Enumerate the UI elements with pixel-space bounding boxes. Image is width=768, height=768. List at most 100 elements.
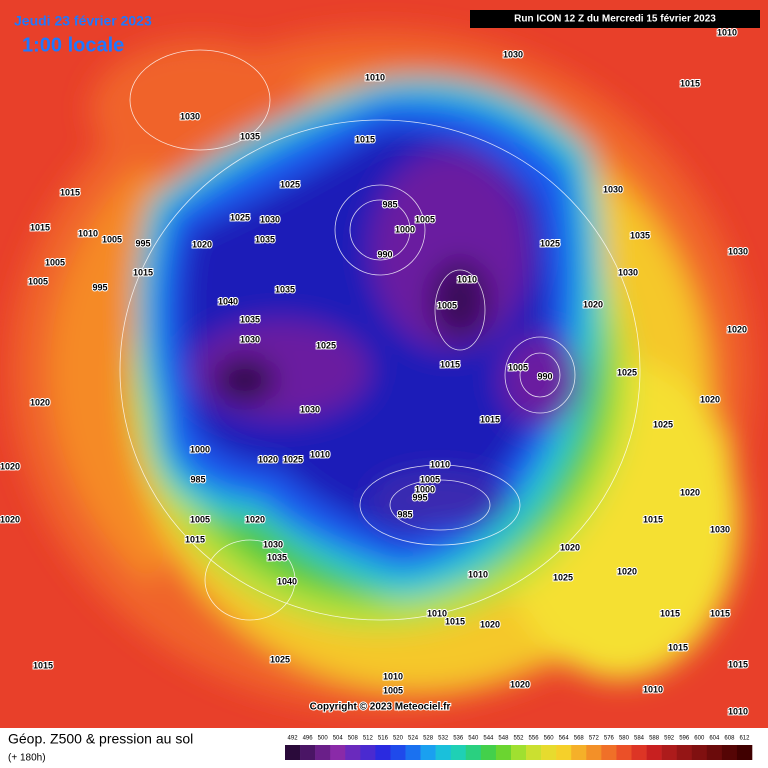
colorbar: 492 496 500 504 508 512 516 520 524 528 532 536 540 5… xyxy=(285,736,753,760)
isobar-label: 1035 xyxy=(240,314,260,324)
colorbar-label: 516 xyxy=(378,736,389,742)
isobar-label: 1030 xyxy=(180,111,200,121)
colorbar-label: 588 xyxy=(649,736,660,742)
isobar-label: 1015 xyxy=(643,514,663,524)
colorbar-swatch xyxy=(330,745,346,760)
colorbar-label: 600 xyxy=(694,736,705,742)
isobar-label: 1020 xyxy=(680,487,700,497)
colorbar-label: 520 xyxy=(393,736,404,742)
colorbar-label: 552 xyxy=(513,736,524,742)
forecast-date: Jeudi 23 février 2023 xyxy=(14,13,152,29)
colorbar-swatch xyxy=(601,745,617,760)
colorbar-label: 528 xyxy=(423,736,434,742)
colorbar-label: 496 xyxy=(303,736,314,742)
isobar-label: 1005 xyxy=(437,300,457,310)
isobar-label: 1020 xyxy=(583,299,603,309)
colorbar-label: 524 xyxy=(408,736,419,742)
isobar-label: 1010 xyxy=(430,459,450,469)
isobar-label: 1010 xyxy=(643,684,663,694)
isobar-label: 1015 xyxy=(440,359,460,369)
isobar-label: 1020 xyxy=(30,397,50,407)
colorbar-swatch xyxy=(420,745,436,760)
isobar-label: 1020 xyxy=(727,324,747,334)
isobar-label: 1015 xyxy=(680,78,700,88)
isobar-label: 1020 xyxy=(258,454,278,464)
colorbar-swatch xyxy=(375,745,391,760)
isobar-label: 1015 xyxy=(728,659,748,669)
colorbar-label: 580 xyxy=(619,736,630,742)
isobar-label: 1015 xyxy=(185,534,205,544)
isobar-label: 1005 xyxy=(190,514,210,524)
isobar-label: 1010 xyxy=(427,608,447,618)
isobar-label: 1020 xyxy=(560,542,580,552)
isobar-label: 1000 xyxy=(395,224,415,234)
footer-lead: (+ 180h) xyxy=(8,753,46,764)
isobar-label: 1030 xyxy=(710,524,730,534)
colorbar-swatch xyxy=(390,745,406,760)
isobar-label: 1020 xyxy=(0,514,20,524)
colorbar-swatch xyxy=(285,745,301,760)
colorbar-label: 540 xyxy=(468,736,479,742)
isobar-label: 1040 xyxy=(218,296,238,306)
isobar-label: 1000 xyxy=(415,484,435,494)
isobar-label: 1025 xyxy=(540,238,560,248)
run-info: Run ICON 12 Z du Mercredi 15 février 202… xyxy=(514,14,716,25)
colorbar-swatch xyxy=(616,745,632,760)
isobar-label: 1010 xyxy=(310,449,330,459)
colorbar-label: 492 xyxy=(288,736,299,742)
isobar-label: 1030 xyxy=(603,184,623,194)
isobar-label: 1030 xyxy=(503,49,523,59)
colorbar-swatch xyxy=(646,745,662,760)
colorbar-label: 512 xyxy=(363,736,374,742)
colorbar-label: 596 xyxy=(679,736,690,742)
isobar-label: 995 xyxy=(412,492,427,502)
isobar-label: 1015 xyxy=(480,414,500,424)
colorbar-swatch xyxy=(631,745,647,760)
isobar-label: 1015 xyxy=(660,608,680,618)
colorbar-swatch xyxy=(676,745,693,760)
isobar-label: 1010 xyxy=(468,569,488,579)
isobar-label: 1010 xyxy=(717,27,737,37)
colorbar-label: 604 xyxy=(709,736,720,742)
colorbar-swatch xyxy=(450,745,467,760)
colorbar-label: 508 xyxy=(348,736,359,742)
colorbar-swatch xyxy=(300,745,316,760)
isobar-label: 995 xyxy=(135,238,150,248)
isobar-label: 985 xyxy=(190,474,205,484)
isobar-label: 1010 xyxy=(365,72,385,82)
colorbar-label: 568 xyxy=(574,736,585,742)
colorbar-swatch xyxy=(736,745,753,760)
isobar-label: 1010 xyxy=(728,706,748,716)
isobar-label: 1015 xyxy=(30,222,50,232)
colorbar-swatch xyxy=(360,745,376,760)
colorbar-label: 548 xyxy=(498,736,509,742)
isobar-label: 1005 xyxy=(102,234,122,244)
isobar-label: 1005 xyxy=(45,257,65,267)
colorbar-swatch xyxy=(586,745,602,760)
footer-title: Géop. Z500 & pression au sol xyxy=(8,731,193,747)
isobar-label: 1010 xyxy=(383,671,403,681)
colorbar-swatch xyxy=(465,745,482,760)
isobar-label: 995 xyxy=(92,282,107,292)
forecast-time: 1:00 locale xyxy=(22,34,124,56)
isobar-label: 1015 xyxy=(355,134,375,144)
colorbar-label: 556 xyxy=(529,736,540,742)
isobar-label: 1015 xyxy=(445,616,465,626)
colorbar-swatch xyxy=(691,745,708,760)
colorbar-label: 612 xyxy=(739,736,750,742)
colorbar-label: 504 xyxy=(333,736,344,742)
isobar-label: 1005 xyxy=(383,685,403,695)
colorbar-label: 532 xyxy=(438,736,449,742)
isobar-label: 1035 xyxy=(267,552,287,562)
colorbar-label: 560 xyxy=(544,736,555,742)
colorbar-swatch xyxy=(480,745,497,760)
colorbar-label: 544 xyxy=(483,736,494,742)
isobar-label: 1020 xyxy=(700,394,720,404)
colorbar-label: 500 xyxy=(318,736,329,742)
isobar-label: 1015 xyxy=(33,660,53,670)
colorbar-label: 572 xyxy=(589,736,600,742)
isobar-label: 1030 xyxy=(260,214,280,224)
isobar-label: 1025 xyxy=(316,340,336,350)
isobar-label: 990 xyxy=(537,371,552,381)
